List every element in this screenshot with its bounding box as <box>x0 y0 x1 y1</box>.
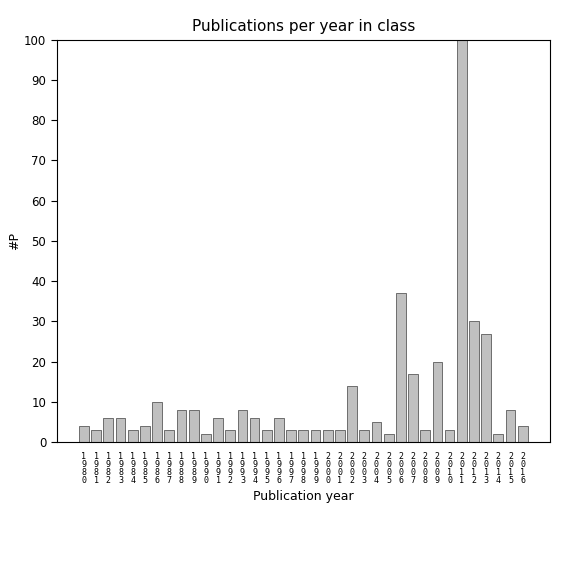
Bar <box>311 430 320 442</box>
Bar <box>262 430 272 442</box>
Bar <box>384 434 393 442</box>
Bar <box>481 333 491 442</box>
Bar <box>493 434 503 442</box>
Bar <box>152 402 162 442</box>
Bar <box>518 426 527 442</box>
Bar <box>104 418 113 442</box>
Bar <box>164 430 174 442</box>
Bar <box>445 430 455 442</box>
Bar <box>213 418 223 442</box>
Bar <box>396 293 406 442</box>
Bar <box>408 374 418 442</box>
Bar <box>286 430 296 442</box>
Bar <box>189 410 198 442</box>
Bar <box>347 386 357 442</box>
Y-axis label: #P: #P <box>9 232 21 250</box>
Bar <box>506 410 515 442</box>
Bar <box>298 430 308 442</box>
Bar <box>457 40 467 442</box>
Bar <box>116 418 125 442</box>
Bar <box>91 430 101 442</box>
Bar <box>420 430 430 442</box>
Bar <box>359 430 369 442</box>
Bar <box>433 362 442 442</box>
Bar <box>323 430 333 442</box>
X-axis label: Publication year: Publication year <box>253 490 354 503</box>
Bar <box>128 430 138 442</box>
Bar <box>201 434 211 442</box>
Bar <box>225 430 235 442</box>
Bar <box>176 410 187 442</box>
Title: Publications per year in class: Publications per year in class <box>192 19 415 35</box>
Bar <box>249 418 260 442</box>
Bar <box>469 321 479 442</box>
Bar <box>274 418 284 442</box>
Bar <box>140 426 150 442</box>
Bar <box>335 430 345 442</box>
Bar <box>371 422 382 442</box>
Bar <box>238 410 247 442</box>
Bar <box>79 426 89 442</box>
